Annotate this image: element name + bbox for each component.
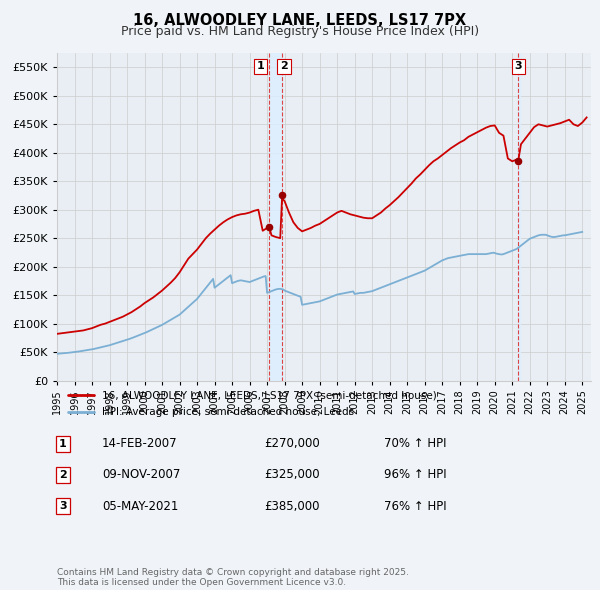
- Text: 16, ALWOODLEY LANE, LEEDS, LS17 7PX (semi-detached house): 16, ALWOODLEY LANE, LEEDS, LS17 7PX (sem…: [103, 390, 437, 400]
- Text: 70% ↑ HPI: 70% ↑ HPI: [384, 437, 446, 450]
- Text: 2: 2: [280, 61, 288, 71]
- Text: 1: 1: [257, 61, 265, 71]
- Text: 14-FEB-2007: 14-FEB-2007: [102, 437, 178, 450]
- Text: 96% ↑ HPI: 96% ↑ HPI: [384, 468, 446, 481]
- Bar: [518, 53, 520, 381]
- Point: [277, 191, 287, 200]
- Text: HPI: Average price, semi-detached house, Leeds: HPI: Average price, semi-detached house,…: [103, 407, 355, 417]
- Text: 3: 3: [59, 502, 67, 511]
- Text: 05-MAY-2021: 05-MAY-2021: [102, 500, 178, 513]
- Text: 16, ALWOODLEY LANE, LEEDS, LS17 7PX: 16, ALWOODLEY LANE, LEEDS, LS17 7PX: [133, 13, 467, 28]
- Text: Price paid vs. HM Land Registry's House Price Index (HPI): Price paid vs. HM Land Registry's House …: [121, 25, 479, 38]
- Text: 76% ↑ HPI: 76% ↑ HPI: [384, 500, 446, 513]
- Text: £270,000: £270,000: [264, 437, 320, 450]
- Text: 1: 1: [59, 439, 67, 448]
- Point: [265, 222, 274, 231]
- Bar: [269, 53, 282, 381]
- Text: Contains HM Land Registry data © Crown copyright and database right 2025.
This d: Contains HM Land Registry data © Crown c…: [57, 568, 409, 587]
- Text: 09-NOV-2007: 09-NOV-2007: [102, 468, 181, 481]
- Point: [514, 156, 523, 166]
- Text: 2: 2: [59, 470, 67, 480]
- Text: 3: 3: [514, 61, 522, 71]
- Text: £325,000: £325,000: [264, 468, 320, 481]
- Text: £385,000: £385,000: [264, 500, 320, 513]
